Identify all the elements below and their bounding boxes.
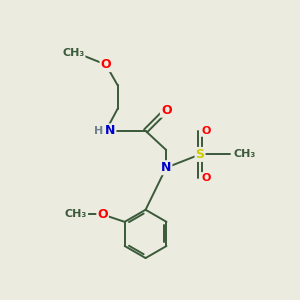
Text: N: N <box>105 124 116 137</box>
Text: H: H <box>94 126 103 136</box>
Text: N: N <box>161 161 171 174</box>
Text: O: O <box>201 173 211 183</box>
Text: CH₃: CH₃ <box>65 209 87 220</box>
Text: O: O <box>201 126 211 136</box>
Text: CH₃: CH₃ <box>234 149 256 159</box>
Text: CH₃: CH₃ <box>62 48 85 58</box>
Text: O: O <box>97 208 108 221</box>
Text: S: S <box>196 148 205 161</box>
Text: O: O <box>161 104 172 117</box>
Text: O: O <box>100 58 111 71</box>
